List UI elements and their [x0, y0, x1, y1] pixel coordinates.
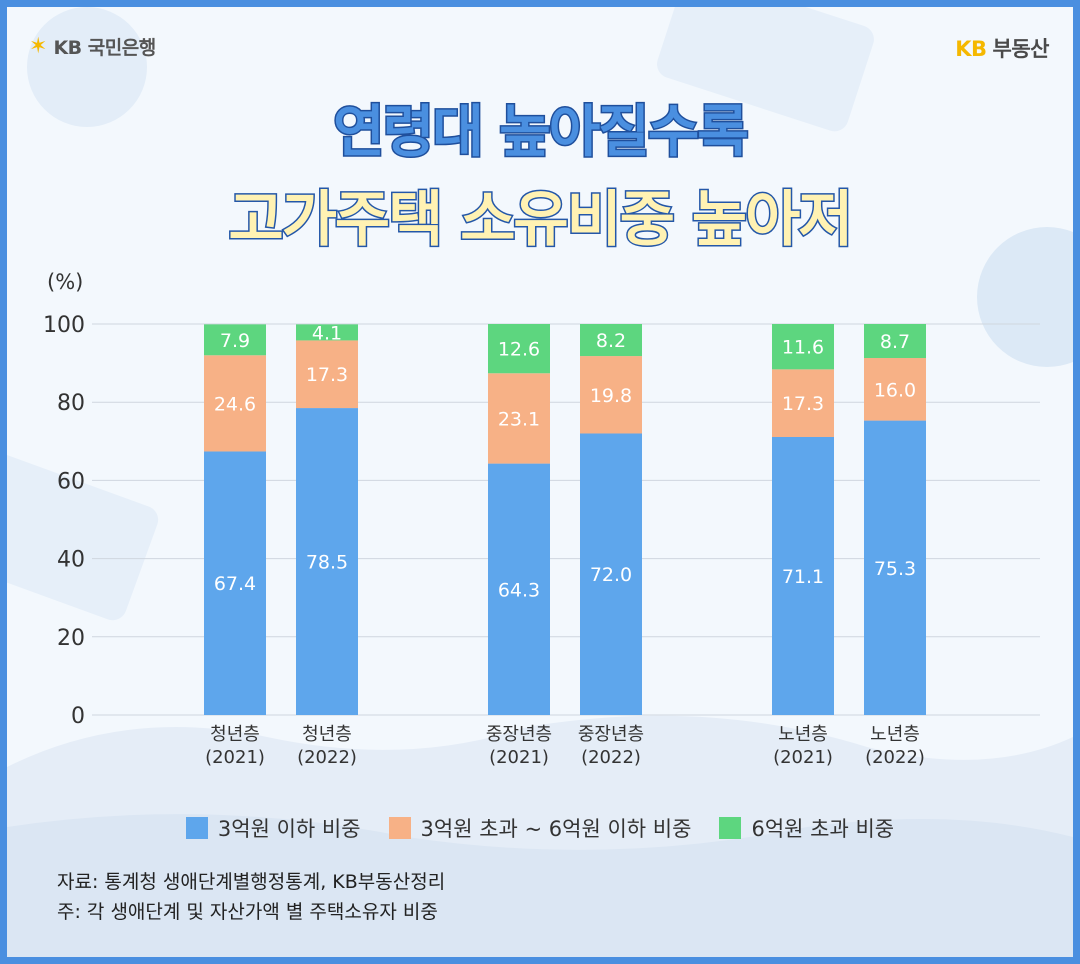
- legend-swatch: [719, 817, 742, 839]
- title-line-2: 고가주택 소유비중 높아저: [227, 184, 855, 257]
- x-tick-label: 노년층: [778, 724, 828, 745]
- data-label: 8.7: [880, 331, 910, 353]
- bar-segment: [580, 356, 642, 434]
- data-label: 16.0: [874, 379, 916, 401]
- legend-swatch: [388, 817, 411, 839]
- data-label: 23.1: [498, 408, 540, 430]
- x-tick-year: (2022): [865, 747, 925, 768]
- x-tick-year: (2022): [581, 747, 641, 768]
- bar-segment: [488, 373, 550, 464]
- data-label: 71.1: [782, 566, 824, 588]
- bar-segment: [580, 433, 642, 715]
- title-line-1: 연령대 높아질수록: [332, 99, 751, 167]
- bar-segment: [296, 408, 358, 715]
- x-tick-label: 노년층: [870, 724, 920, 745]
- data-label: 72.0: [590, 564, 632, 586]
- data-label: 24.6: [214, 393, 256, 415]
- data-label: 8.2: [596, 330, 626, 352]
- legend-item: 3억원 초과 ~ 6억원 이하 비중: [388, 813, 692, 843]
- bar-segment: [864, 420, 926, 715]
- data-label: 67.4: [214, 573, 256, 595]
- bar-segment: [296, 324, 358, 341]
- real-estate-label: 부동산: [992, 37, 1050, 61]
- x-tick-label: 청년층: [302, 724, 352, 745]
- y-tick-label: 100: [43, 313, 85, 338]
- legend-item: 6억원 초과 비중: [719, 813, 894, 843]
- source-line: 자료: 통계청 생애단계별행정통계, KB부동산정리: [57, 871, 446, 893]
- x-tick-year: (2021): [205, 747, 265, 768]
- bar-segment: [204, 324, 266, 356]
- data-label: 17.3: [782, 393, 824, 415]
- bar-segment: [772, 436, 834, 715]
- x-tick-label: 중장년층: [578, 724, 644, 745]
- source-notes: 자료: 통계청 생애단계별행정통계, KB부동산정리 주: 각 생애단계 및 자…: [57, 867, 445, 927]
- bar-segment: [772, 369, 834, 437]
- data-label: 78.5: [306, 552, 348, 574]
- legend-swatch: [185, 817, 208, 839]
- bar-segment: [204, 355, 266, 452]
- bar-segment: [488, 463, 550, 715]
- note-line: 주: 각 생애단계 및 자산가액 별 주택소유자 비중: [57, 901, 438, 923]
- background-illustration: [7, 7, 1073, 957]
- data-label: 19.8: [590, 385, 632, 407]
- legend-label: 3억원 초과 ~ 6억원 이하 비중: [420, 817, 692, 841]
- y-tick-label: 0: [71, 704, 85, 729]
- kb-kookmin-bank-logo: ✶ KB 국민은행: [29, 33, 156, 60]
- y-axis-unit: (%): [47, 270, 83, 294]
- bar-segment: [864, 358, 926, 421]
- x-tick-year: (2021): [773, 747, 833, 768]
- legend-label: 6억원 초과 비중: [751, 817, 895, 841]
- stacked-bar-chart: 020406080100(%)67.424.67.9청년층(2021)78.51…: [43, 270, 1040, 768]
- chart-legend: 3억원 이하 비중 3억원 초과 ~ 6억원 이하 비중 6억원 초과 비중: [7, 813, 1073, 843]
- data-label: 11.6: [782, 337, 824, 359]
- bar-segment: [204, 451, 266, 715]
- data-label: 12.6: [498, 339, 540, 361]
- kb-real-estate-logo: KB 부동산: [955, 33, 1049, 63]
- legend-item: 3억원 이하 비중: [185, 813, 361, 843]
- x-tick-label: 중장년층: [486, 724, 552, 745]
- x-tick-year: (2022): [297, 747, 357, 768]
- data-label: 7.9: [220, 330, 250, 352]
- data-label: 64.3: [498, 579, 540, 601]
- data-label: 17.3: [306, 364, 348, 386]
- bar-segment: [488, 324, 550, 374]
- bar-segment: [580, 324, 642, 357]
- kb-brand: KB: [955, 37, 987, 61]
- kb-star-icon: ✶: [29, 33, 48, 59]
- bar-segment: [772, 324, 834, 370]
- y-tick-label: 60: [57, 469, 85, 494]
- bar-segment: [864, 324, 926, 359]
- bank-name: KB 국민은행: [53, 37, 156, 59]
- legend-label: 3억원 이하 비중: [217, 817, 361, 841]
- x-tick-year: (2021): [489, 747, 549, 768]
- data-label: 75.3: [874, 558, 916, 580]
- data-label: 4.1: [312, 322, 342, 344]
- y-tick-label: 20: [57, 626, 85, 651]
- x-tick-label: 청년층: [210, 724, 260, 745]
- bar-segment: [296, 340, 358, 409]
- y-tick-label: 40: [57, 548, 85, 573]
- y-tick-label: 80: [57, 391, 85, 416]
